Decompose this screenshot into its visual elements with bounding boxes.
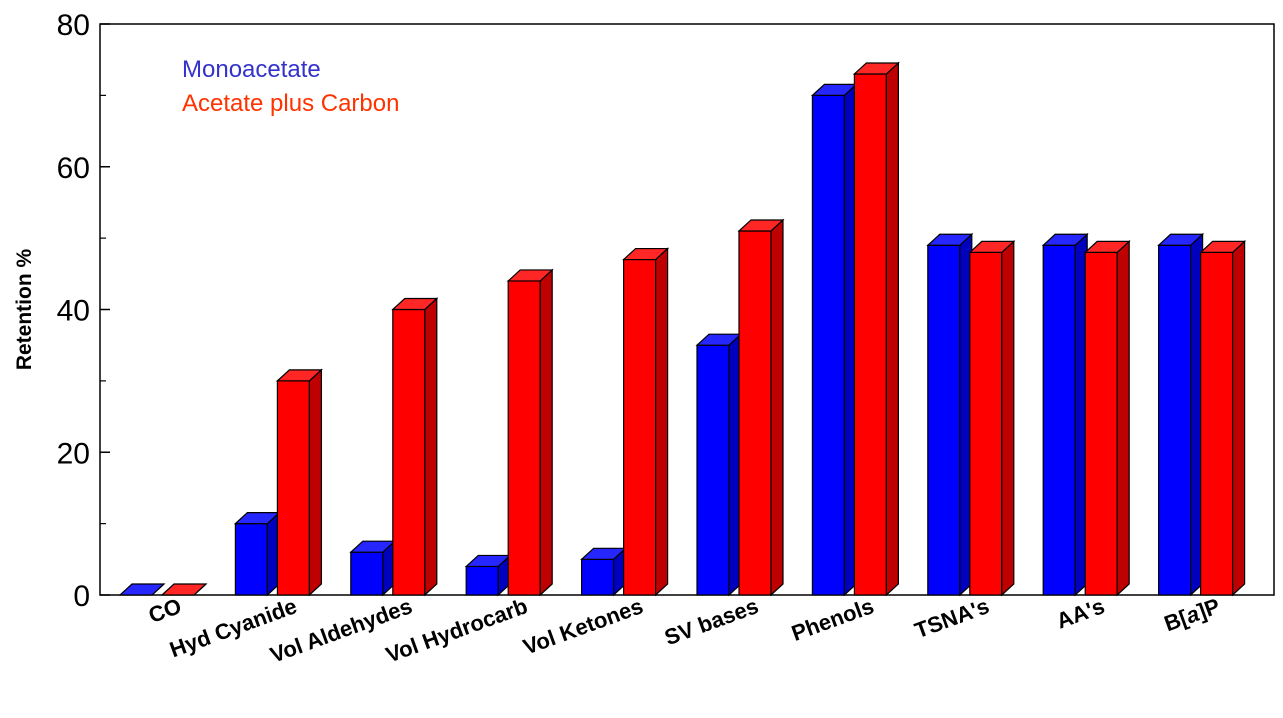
bar-acetate-plus-carbon-vol-ketones	[622, 247, 670, 597]
bar-monoacetate-aa-s	[1041, 232, 1089, 597]
bar-acetate-plus-carbon-vol-hydrocarb	[506, 268, 554, 597]
bar-monoacetate-hyd-cyanide	[233, 511, 281, 597]
x-tick-label-aa-s: AA's	[1053, 593, 1108, 633]
bar-acetate-plus-carbon-tsna-s	[968, 240, 1016, 597]
bar-monoacetate-b-a-p	[1157, 232, 1205, 597]
bar-acetate-plus-carbon-sv-bases	[737, 218, 785, 597]
legend-entry-acetate-plus-carbon: Acetate plus Carbon	[182, 90, 399, 117]
bar-acetate-plus-carbon-co	[160, 583, 208, 596]
y-axis-ticks: 0 20 40 60 80	[57, 9, 110, 613]
x-tick-label-phenols: Phenols	[788, 593, 877, 646]
y-tick-label: 0	[73, 580, 90, 613]
legend: Monoacetate Acetate plus Carbon	[182, 56, 399, 117]
legend-entry-monoacetate: Monoacetate	[182, 56, 321, 83]
bar-acetate-plus-carbon-aa-s	[1083, 240, 1131, 597]
x-tick-label-sv-bases: SV bases	[661, 593, 761, 650]
bar-monoacetate-tsna-s	[926, 232, 974, 597]
y-tick-label: 40	[57, 295, 90, 328]
bar-acetate-plus-carbon-hyd-cyanide	[275, 368, 323, 597]
y-tick-label: 80	[57, 9, 90, 42]
x-tick-label-vol-ketones: Vol Ketones	[520, 593, 646, 659]
bar-acetate-plus-carbon-phenols	[852, 61, 900, 597]
bar-monoacetate-co	[118, 583, 166, 596]
bar-monoacetate-phenols	[810, 83, 858, 597]
bar-monoacetate-vol-ketones	[580, 546, 628, 597]
bar-acetate-plus-carbon-b-a-p	[1199, 240, 1247, 597]
bar-series	[118, 61, 1247, 597]
y-axis-label: Retention %	[13, 249, 36, 371]
bar-monoacetate-sv-bases	[695, 332, 743, 597]
x-tick-label-tsna-s: TSNA's	[911, 593, 992, 643]
bar-monoacetate-vol-hydrocarb	[464, 554, 512, 597]
bar-monoacetate-vol-aldehydes	[349, 539, 397, 597]
bar-acetate-plus-carbon-vol-aldehydes	[391, 297, 439, 597]
y-tick-label: 60	[57, 152, 90, 185]
x-tick-label-co: CO	[145, 593, 185, 628]
y-tick-label: 20	[57, 437, 90, 470]
x-tick-label-b-a-p: B[a]P	[1161, 593, 1224, 636]
